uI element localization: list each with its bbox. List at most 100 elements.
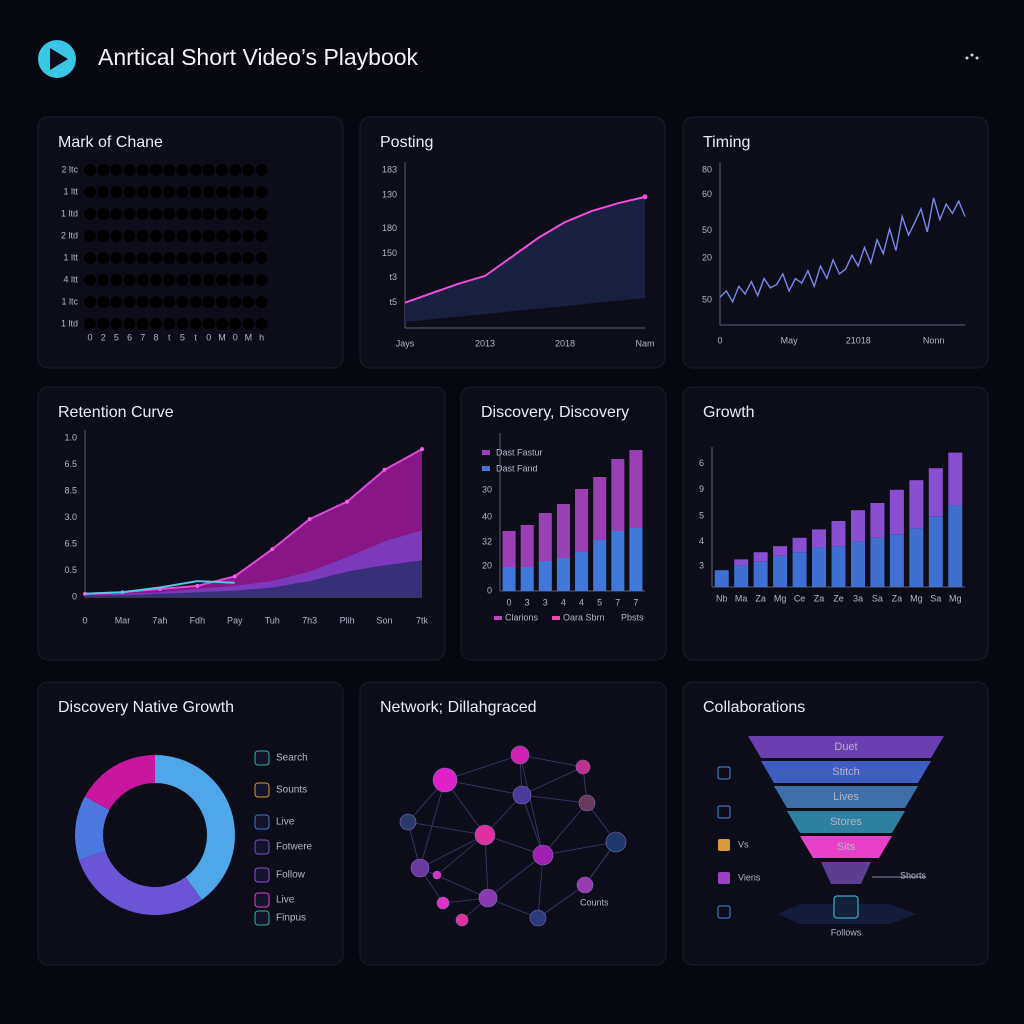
x-tick-label: 5 [114, 332, 119, 342]
network-node [578, 794, 596, 812]
node-label: Counts [580, 897, 609, 907]
heat-cell [189, 296, 202, 308]
bar-segment [734, 565, 749, 587]
y-tick-label: 6.5 [64, 538, 77, 548]
x-tick-label: Sa [930, 593, 941, 603]
funnel-label: Stores [830, 816, 862, 828]
heat-cell [242, 252, 255, 264]
network-node [512, 785, 532, 805]
legend-label: Finpus [276, 913, 306, 924]
heat-cell [216, 252, 228, 264]
heat-cell [110, 296, 123, 308]
y-tick-label: 20 [482, 560, 492, 570]
x-tick-label: 3 [543, 597, 548, 607]
y-tick-label: 1 ltt [63, 186, 78, 196]
heat-cell [123, 164, 136, 176]
heat-cell [255, 186, 268, 198]
network-edge [436, 834, 486, 876]
y-tick-label: 3 [699, 560, 704, 570]
y-tick-label: 130 [382, 190, 397, 200]
heat-cell [176, 318, 189, 330]
heat-cell [189, 186, 202, 198]
y-tick-label: 1.0 [64, 432, 77, 442]
heat-cell [176, 274, 189, 286]
y-tick-label: 32 [482, 536, 492, 546]
x-tick-label: 3a [853, 593, 863, 603]
footer-label: Clarions [505, 612, 539, 622]
heat-cell [255, 296, 268, 308]
network-node [478, 888, 498, 908]
heat-cell [97, 230, 110, 242]
heat-cell [84, 318, 96, 330]
point [195, 583, 200, 588]
side-icon [717, 805, 731, 819]
network-node [532, 844, 554, 866]
x-tick-label: 2018 [555, 338, 575, 348]
heat-cell [202, 186, 215, 198]
x-tick-label: 0 [717, 335, 722, 345]
heat-cell [189, 318, 202, 330]
network-node [455, 913, 469, 927]
heat-cell [110, 164, 123, 176]
side-label: Follows [831, 927, 862, 937]
x-tick-label: 5 [597, 597, 602, 607]
heat-cell [189, 164, 202, 176]
bar-segment [734, 559, 749, 566]
network-edge [521, 794, 588, 804]
heat-cell [84, 208, 96, 220]
heat-cell [123, 318, 136, 330]
heat-cell [163, 274, 176, 286]
network-edge [519, 754, 544, 856]
network-edge [542, 802, 588, 856]
network-edge [419, 867, 489, 899]
x-tick-label: t [168, 332, 171, 342]
bar-segment [502, 531, 516, 567]
panel-title: Discovery Native Growth [58, 699, 234, 716]
panel [682, 116, 989, 369]
x-tick-label: 2013 [475, 338, 495, 348]
network-edge [407, 821, 486, 836]
x-tick-label: Sa [872, 593, 883, 603]
legend-label: Dast Fastur [496, 447, 543, 457]
network-node [399, 813, 417, 831]
heat-cell [176, 230, 189, 242]
bar-segment [556, 504, 570, 558]
panel-title: Network; Dillahgraced [380, 699, 537, 716]
heat-cell [229, 230, 242, 242]
heat-cell [150, 208, 162, 220]
point [232, 574, 237, 579]
x-tick-label: 7 [140, 332, 145, 342]
page-title: Anrtical Short Video’s Playbook [98, 44, 419, 70]
menu-dots[interactable] [965, 53, 979, 60]
funnel-stage [748, 736, 944, 758]
point [345, 499, 350, 504]
heat-cell [176, 164, 189, 176]
bar-segment [538, 561, 552, 591]
legend-icon [254, 867, 270, 883]
point [307, 517, 312, 522]
side-icon [717, 905, 731, 919]
donut-segment [75, 796, 110, 860]
heat-cell [255, 318, 268, 330]
heat-cell [110, 252, 123, 264]
heat-cell [150, 318, 162, 330]
footer-swatch [494, 616, 502, 620]
side-label: Vs [738, 839, 749, 849]
y-tick-label: 1 ltd [61, 318, 78, 328]
y-tick-label: 50 [702, 295, 712, 305]
heat-cell [150, 252, 162, 264]
heat-cell [229, 252, 242, 264]
heat-cell [84, 164, 96, 176]
logo-play [50, 48, 68, 70]
heat-cell [255, 230, 268, 242]
network-node [529, 909, 547, 927]
funnel-stage [761, 761, 931, 783]
bar-segment [909, 528, 924, 587]
heat-cell [136, 252, 149, 264]
y-tick-label: 1 ltc [61, 296, 78, 306]
legend-label: Search [276, 753, 308, 764]
x-tick-label: 7 [633, 597, 638, 607]
y-tick-label: 50 [702, 225, 712, 235]
y-tick-label: 180 [382, 223, 397, 233]
x-tick-label: 7 [615, 597, 620, 607]
